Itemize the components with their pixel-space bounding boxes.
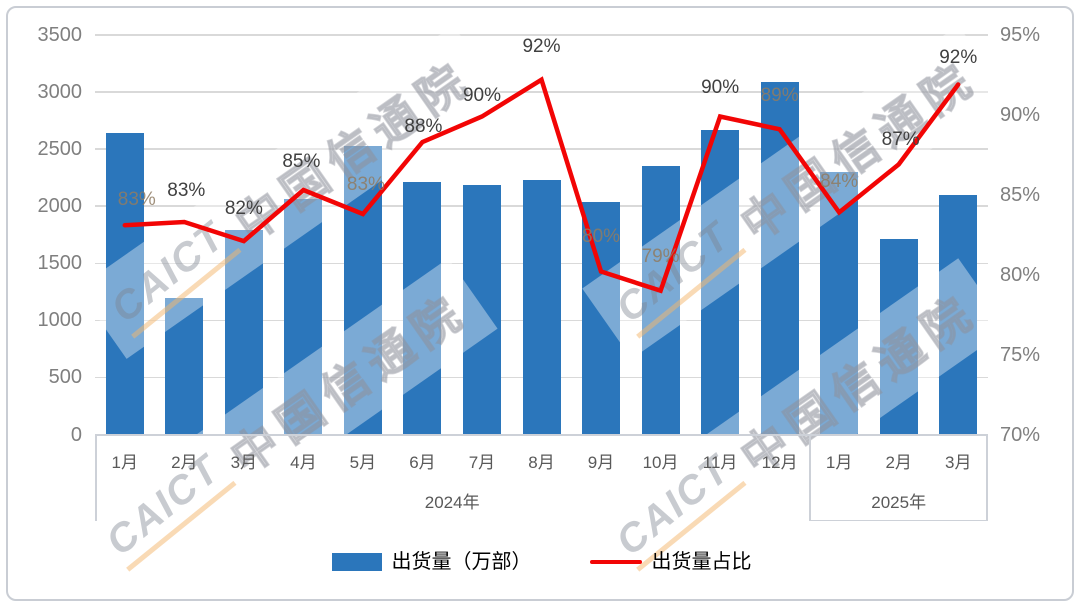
bar-series-swatch [331,553,382,571]
share-data-label: 89% [760,85,799,107]
right-axis-tick: 80% [1000,263,1041,286]
x-axis-label-9: 9月 [587,453,615,472]
share-data-label: 87% [881,129,920,151]
x-axis-baseline [95,434,988,436]
bar-2月 [879,239,918,435]
bar-8月 [522,179,561,435]
x-axis-label-12: 12月 [761,453,798,472]
bar-6月 [403,182,442,435]
line-series-swatch [589,559,642,565]
x-axis-label-8: 8月 [528,453,555,472]
share-data-label: 88% [404,116,443,138]
bar-4月 [284,199,323,435]
bar-11月 [701,129,740,435]
y-axis-tick: 0 [70,423,82,446]
bar-3月 [939,194,978,435]
share-data-label: 79% [641,245,680,267]
x-axis-label-4: 4月 [290,453,317,472]
bar-1月 [820,171,859,435]
right-axis-tick: 85% [1000,183,1041,206]
gridline [95,148,988,150]
right-axis-tick: 70% [1000,423,1041,446]
bar-10月 [641,166,680,435]
x-axis-label-13: 1月 [825,453,853,472]
share-data-label: 92% [939,46,978,68]
bar-12月 [760,81,799,435]
axis-band-divider [809,434,811,521]
y-axis-tick: 3500 [37,24,83,46]
right-axis-tick: 90% [1000,103,1041,126]
legend: 出货量（万部） 出货量占比 [95,547,988,577]
y-axis-tick: 1500 [37,252,83,275]
x-axis-label-3: 3月 [230,453,258,472]
bar-3月 [224,230,263,435]
y-axis-tick: 500 [48,366,82,389]
x-axis-label-11: 11月 [702,453,738,472]
bar-1月 [105,133,144,435]
x-axis-label-14: 2月 [885,453,912,472]
share-data-label: 83% [117,189,156,211]
axis-band-divider [95,434,97,521]
y-axis-tick: 2000 [37,195,83,218]
x-axis-label-1: 1月 [111,453,138,472]
gridline [95,91,988,93]
share-data-label: 80% [582,225,621,247]
year-label: 2024年 [424,493,480,512]
y-axis-tick: 1000 [37,309,83,332]
axis-band-bottom [809,519,988,522]
y-axis-tick: 3000 [37,81,83,104]
x-axis-label-15: 3月 [944,453,972,472]
legend-item-shipments: 出货量（万部） [331,549,532,575]
share-data-label: 90% [462,85,501,107]
axis-band-divider [986,434,988,521]
gridline [95,34,988,36]
share-data-label: 85% [282,151,321,172]
legend-label-share: 出货量占比 [651,551,752,573]
bar-2月 [165,297,204,435]
legend-item-share: 出货量占比 [589,549,752,575]
y-axis-tick: 2500 [37,138,83,161]
share-data-label: 84% [820,171,859,193]
x-axis-label-10: 10月 [642,453,679,472]
legend-label-shipments: 出货量（万部） [391,551,532,573]
share-data-label: 92% [522,35,561,57]
share-data-label: 83% [346,173,385,195]
x-axis-label-7: 7月 [468,453,496,472]
x-axis-label-2: 2月 [171,453,198,472]
share-data-label: 90% [701,77,740,99]
year-label: 2025年 [871,493,927,512]
share-data-label: 83% [167,179,206,201]
right-axis-tick: 75% [1000,343,1041,366]
bar-7月 [462,184,501,435]
x-axis-label-5: 5月 [349,453,377,472]
x-axis-label-6: 6月 [409,453,436,472]
right-axis-tick: 95% [1000,24,1041,46]
share-data-label: 82% [224,198,263,220]
